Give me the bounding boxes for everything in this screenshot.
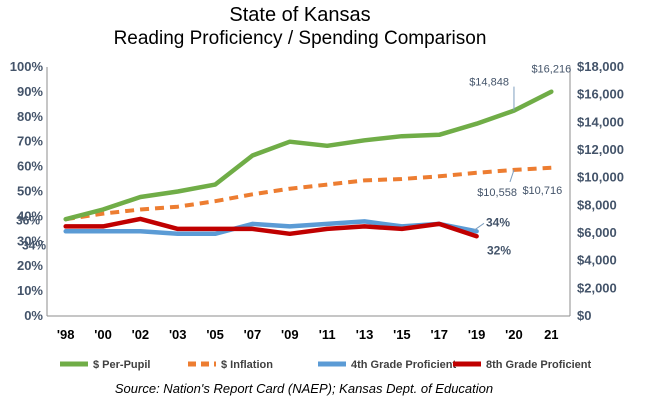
x-tick-label: '07 — [244, 327, 262, 342]
y-right-tick-label: $10,000 — [577, 170, 624, 185]
legend-label-3: 8th Grade Proficient — [486, 359, 591, 371]
y-left-tick-label: 20% — [17, 258, 43, 273]
x-tick-label: '17 — [430, 327, 448, 342]
x-tick-label: '03 — [169, 327, 187, 342]
x-tick-label: '15 — [393, 327, 411, 342]
annotation-leader — [509, 169, 515, 183]
x-tick-label: '02 — [132, 327, 150, 342]
chart-source: Source: Nation's Report Card (NAEP); Kan… — [115, 381, 493, 396]
annotation-perpupil-20: $14,848 — [469, 77, 509, 89]
x-tick-label: '00 — [94, 327, 112, 342]
annotation-inflation-20: $10,558 — [477, 187, 517, 199]
y-right-tick-label: $16,000 — [577, 87, 624, 102]
y-right-tick-label: $6,000 — [577, 225, 617, 240]
y-left-tick-label: 40% — [17, 208, 43, 223]
chart-subtitle: Reading Proficiency / Spending Compariso… — [114, 28, 487, 49]
legend-label-1: $ Inflation — [221, 359, 273, 371]
y-left-tick-label: 70% — [17, 134, 43, 149]
x-tick-label: '19 — [468, 327, 486, 342]
series-layer — [63, 89, 554, 239]
annotation-4th-end: 34% — [486, 215, 510, 229]
y-right-tick-label: $12,000 — [577, 142, 624, 157]
y-left-tick-label: 60% — [17, 159, 43, 174]
annotations: 36% 34% 34% 32% $14,848 $16,216 $10,558 $10,716 — [16, 64, 571, 258]
annotation-4th-start: 34% — [22, 238, 46, 252]
series-line-3 — [63, 216, 479, 239]
y-left-tick-label: 90% — [17, 84, 43, 99]
x-tick-label: '98 — [57, 327, 75, 342]
y-left-tick-label: 100% — [10, 59, 44, 74]
y-left-tick-label: 0% — [24, 308, 43, 323]
chart-title: State of Kansas — [229, 4, 370, 26]
legend-label-0: $ Per-Pupil — [93, 359, 150, 371]
y-left-tick-label: 50% — [17, 184, 43, 199]
annotation-8th-start: 36% — [16, 213, 40, 227]
y-right-tick-label: $0 — [577, 308, 591, 323]
y-right-tick-label: $8,000 — [577, 197, 617, 212]
y-right-tick-label: $18,000 — [577, 59, 624, 74]
x-tick-label: '11 — [319, 327, 336, 342]
x-tick-label: '20 — [505, 327, 523, 342]
x-tick-label: '05 — [206, 327, 224, 342]
y-right-tick-label: $2,000 — [577, 280, 617, 295]
y-left-tick-label: 80% — [17, 109, 43, 124]
x-tick-label: '13 — [356, 327, 374, 342]
annotation-8th-end: 32% — [487, 243, 511, 257]
annotation-inflation-21: $10,716 — [522, 185, 562, 197]
annotation-leader — [473, 222, 485, 231]
x-tick-label: '09 — [281, 327, 299, 342]
y-left-tick-label: 10% — [17, 283, 43, 298]
legend-label-2: 4th Grade Proficient — [351, 359, 456, 371]
series-line-1 — [65, 165, 552, 222]
y-right-tick-label: $14,000 — [577, 114, 624, 129]
y-left-tick-label: 30% — [17, 233, 43, 248]
series-line-0 — [63, 89, 554, 222]
x-tick-label: 21 — [544, 327, 558, 342]
annotation-perpupil-21: $16,216 — [531, 64, 571, 76]
axes: 0% 10% 20% 30% 40% 50% 60% 70% 80% 90% 100% $0 $2,00… — [10, 59, 624, 342]
legend: $ Per-Pupil $ Inflation 4th Grade Proficie… — [60, 359, 591, 371]
y-right-tick-label: $4,000 — [577, 253, 617, 268]
